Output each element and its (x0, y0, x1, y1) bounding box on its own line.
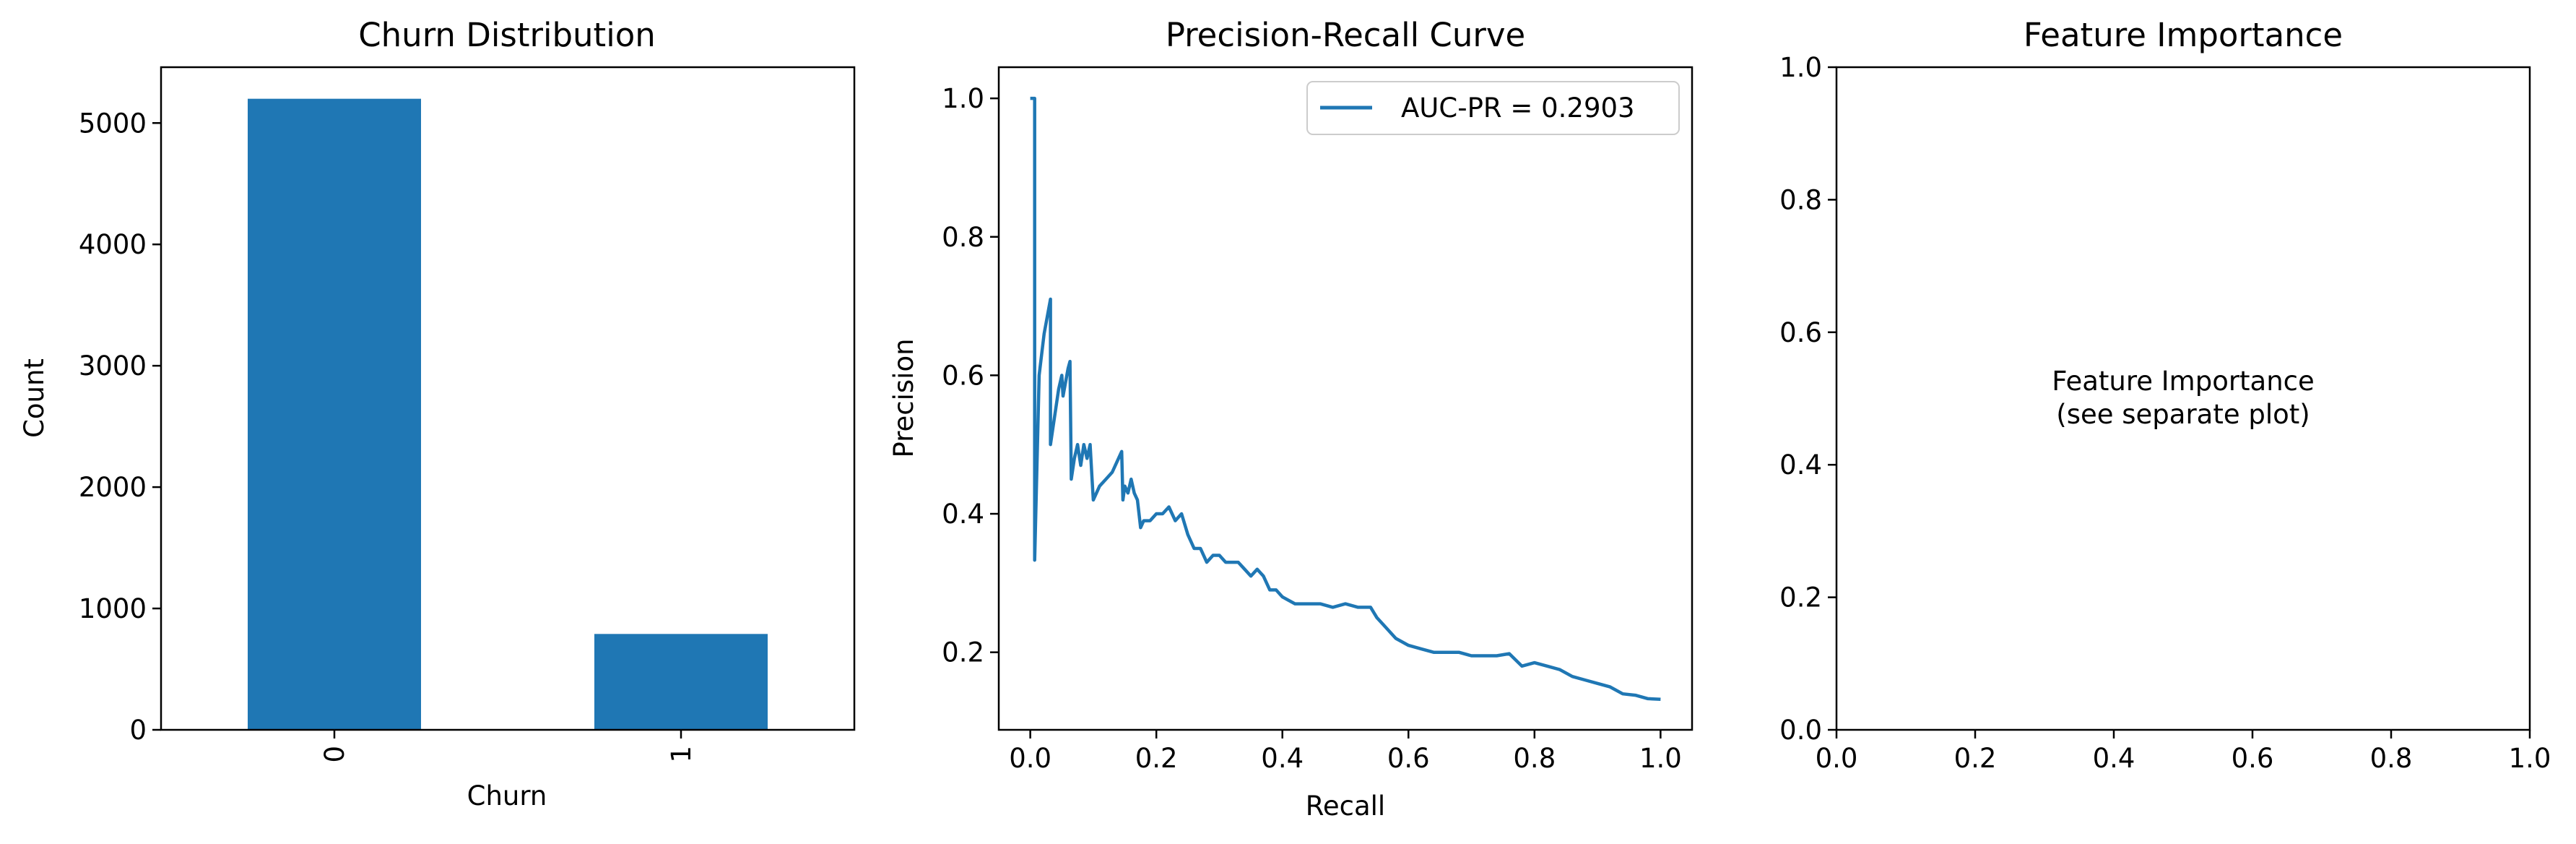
y-tick-label: 1000 (79, 593, 147, 624)
y-axis-ticks: 0.0 0.2 0.4 0.6 0.8 1.0 (1779, 52, 1836, 746)
y-axis-ticks: 0.2 0.4 0.6 0.8 1.0 (942, 83, 999, 668)
y-tick-label: 0.4 (1779, 449, 1822, 481)
legend-entry: AUC-PR = 0.2903 (1401, 92, 1635, 124)
x-tick-label: 0.0 (1009, 743, 1051, 774)
y-tick-label: 0.6 (942, 360, 984, 391)
feature-importance-panel: Feature Importance 0.0 0.2 0.4 0.6 0.8 1.0 0.… (1779, 16, 2551, 774)
x-axis-label: Recall (1306, 791, 1385, 822)
x-axis-ticks: 0.0 0.2 0.4 0.6 0.8 1.0 (1009, 730, 1682, 774)
x-tick-label: 0.6 (1387, 743, 1430, 774)
axes-frame (160, 66, 856, 731)
x-tick-label: 0.4 (2093, 743, 2135, 774)
x-tick-label: 0.6 (2232, 743, 2274, 774)
series-line (1030, 96, 1661, 702)
x-axis-label: Churn (467, 780, 547, 811)
chart-title: Churn Distribution (358, 16, 656, 54)
x-axis-ticks: 0.0 0.2 0.4 0.6 0.8 1.0 (1816, 730, 2551, 774)
x-tick-label: 0.2 (1954, 743, 1997, 774)
y-axis-ticks: 0 1000 2000 3000 4000 5000 (79, 108, 161, 746)
annotation-line-1: Feature Importance (2052, 366, 2315, 397)
plot-area (1030, 96, 1661, 702)
y-tick-label: 0.4 (942, 499, 984, 530)
legend-box (1306, 81, 1680, 135)
legend: AUC-PR = 0.2903 (1306, 81, 1680, 135)
y-tick-label: 0.2 (1779, 582, 1822, 613)
y-tick-label: 1.0 (942, 83, 984, 114)
y-tick-label: 0.2 (942, 637, 984, 668)
y-tick-label: 3000 (79, 350, 147, 382)
chart-title: Precision-Recall Curve (1166, 16, 1525, 54)
y-axis-label: Precision (888, 338, 919, 457)
y-tick-label: 0.0 (1779, 715, 1822, 746)
x-tick-label: 0.8 (2370, 743, 2413, 774)
chart-title: Feature Importance (2024, 16, 2343, 54)
x-tick-label: 1 (666, 746, 697, 763)
y-tick-label: 1.0 (1779, 52, 1822, 83)
y-tick-label: 0.8 (1779, 184, 1822, 215)
x-tick-label: 1.0 (2509, 743, 2551, 774)
x-tick-label: 0 (319, 746, 350, 763)
bar (594, 634, 768, 730)
y-tick-label: 0 (129, 715, 147, 746)
axes-frame (1835, 66, 2531, 731)
y-tick-label: 2000 (79, 472, 147, 503)
x-tick-label: 1.0 (1639, 743, 1682, 774)
x-tick-label: 0.4 (1261, 743, 1304, 774)
x-tick-label: 0.0 (1816, 743, 1858, 774)
y-tick-label: 0.8 (942, 222, 984, 253)
y-tick-label: 5000 (79, 108, 147, 139)
annotation-line-2: (see separate plot) (2056, 399, 2310, 430)
precision-recall-panel: Precision-Recall Curve 0.0 0.2 0.4 0.6 0.8 1.… (888, 16, 1694, 822)
y-tick-label: 4000 (79, 229, 147, 260)
y-tick-label: 0.6 (1779, 317, 1822, 348)
y-axis-label: Count (19, 358, 50, 438)
axes-frame (997, 66, 1694, 731)
bar (248, 98, 421, 730)
plot-area (248, 98, 768, 730)
x-tick-label: 0.8 (1513, 743, 1556, 774)
x-tick-label: 0.2 (1135, 743, 1178, 774)
